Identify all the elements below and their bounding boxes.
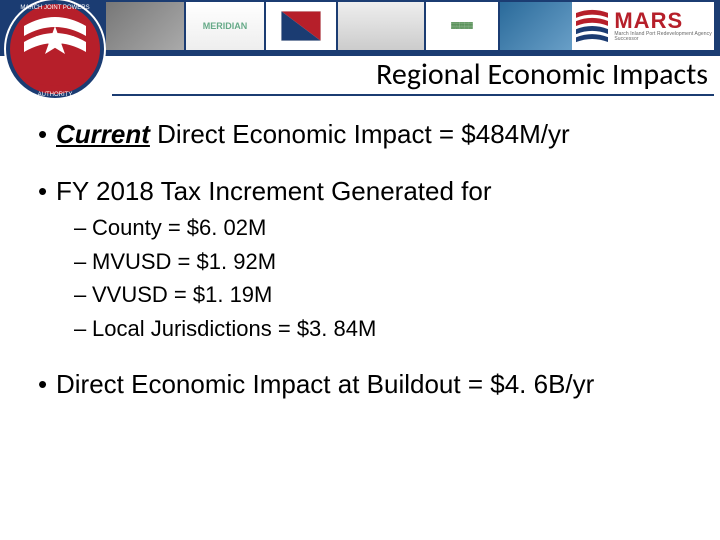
bullet-text-0: Direct Economic Impact = $484M/yr bbox=[157, 119, 570, 149]
svg-text:AUTHORITY: AUTHORITY bbox=[38, 92, 73, 98]
header-thumb-2: MERIDIAN bbox=[186, 2, 264, 50]
sub-bullet-text-3: Local Jurisdictions = $3. 84M bbox=[92, 314, 376, 344]
bullet-dot-icon: • bbox=[38, 175, 56, 208]
slide-root: MERIDIAN ▓▓▓▓▓ MARS March Inland Port Re… bbox=[0, 0, 720, 540]
seal-medallion-icon: MARCH JOINT POWERS AUTHORITY bbox=[2, 0, 108, 102]
bullet-dot-icon: • bbox=[38, 118, 56, 151]
svg-text:MARCH JOINT POWERS: MARCH JOINT POWERS bbox=[20, 5, 89, 11]
slide-title: Regional Economic Impacts bbox=[100, 56, 708, 93]
sub-bullet-vvusd: – VVUSD = $1. 19M bbox=[74, 280, 688, 310]
mars-logo-text: MARS bbox=[614, 10, 714, 32]
dash-icon: – bbox=[74, 314, 92, 344]
bullet-dot-icon: • bbox=[38, 368, 56, 401]
title-underline bbox=[112, 94, 714, 96]
header-thumb-3 bbox=[266, 2, 336, 50]
emphasis-current: Current bbox=[56, 119, 150, 149]
content-body: • Current Direct Economic Impact = $484M… bbox=[38, 118, 688, 424]
bullet-current-impact: • Current Direct Economic Impact = $484M… bbox=[38, 118, 688, 151]
header-thumb-4 bbox=[338, 2, 424, 50]
header-band: MERIDIAN ▓▓▓▓▓ MARS March Inland Port Re… bbox=[0, 0, 720, 56]
mars-logo: MARS March Inland Port Redevelopment Age… bbox=[572, 2, 714, 50]
sub-bullet-mvusd: – MVUSD = $1. 92M bbox=[74, 247, 688, 277]
dash-icon: – bbox=[74, 213, 92, 243]
sub-bullet-local: – Local Jurisdictions = $3. 84M bbox=[74, 314, 688, 344]
header-thumb-5: ▓▓▓▓▓ bbox=[426, 2, 498, 50]
thumbnail-strip: MERIDIAN ▓▓▓▓▓ bbox=[106, 2, 574, 50]
sub-bullet-text-0: County = $6. 02M bbox=[92, 213, 266, 243]
bullet-text-1: FY 2018 Tax Increment Generated for bbox=[56, 175, 688, 208]
mars-logo-subtext: March Inland Port Redevelopment Agency S… bbox=[614, 32, 714, 42]
header-thumb-6 bbox=[500, 2, 574, 50]
header-thumb-1 bbox=[106, 2, 184, 50]
dash-icon: – bbox=[74, 247, 92, 277]
bullet-buildout: • Direct Economic Impact at Buildout = $… bbox=[38, 368, 688, 401]
bullet-text-2: Direct Economic Impact at Buildout = $4.… bbox=[56, 368, 688, 401]
sub-bullet-text-1: MVUSD = $1. 92M bbox=[92, 247, 276, 277]
sub-bullets-group: – County = $6. 02M – MVUSD = $1. 92M – V… bbox=[38, 213, 688, 344]
dash-icon: – bbox=[74, 280, 92, 310]
sub-bullet-county: – County = $6. 02M bbox=[74, 213, 688, 243]
bullet-fy2018: • FY 2018 Tax Increment Generated for bbox=[38, 175, 688, 208]
sub-bullet-text-2: VVUSD = $1. 19M bbox=[92, 280, 272, 310]
flag-stripes-icon bbox=[576, 6, 608, 46]
